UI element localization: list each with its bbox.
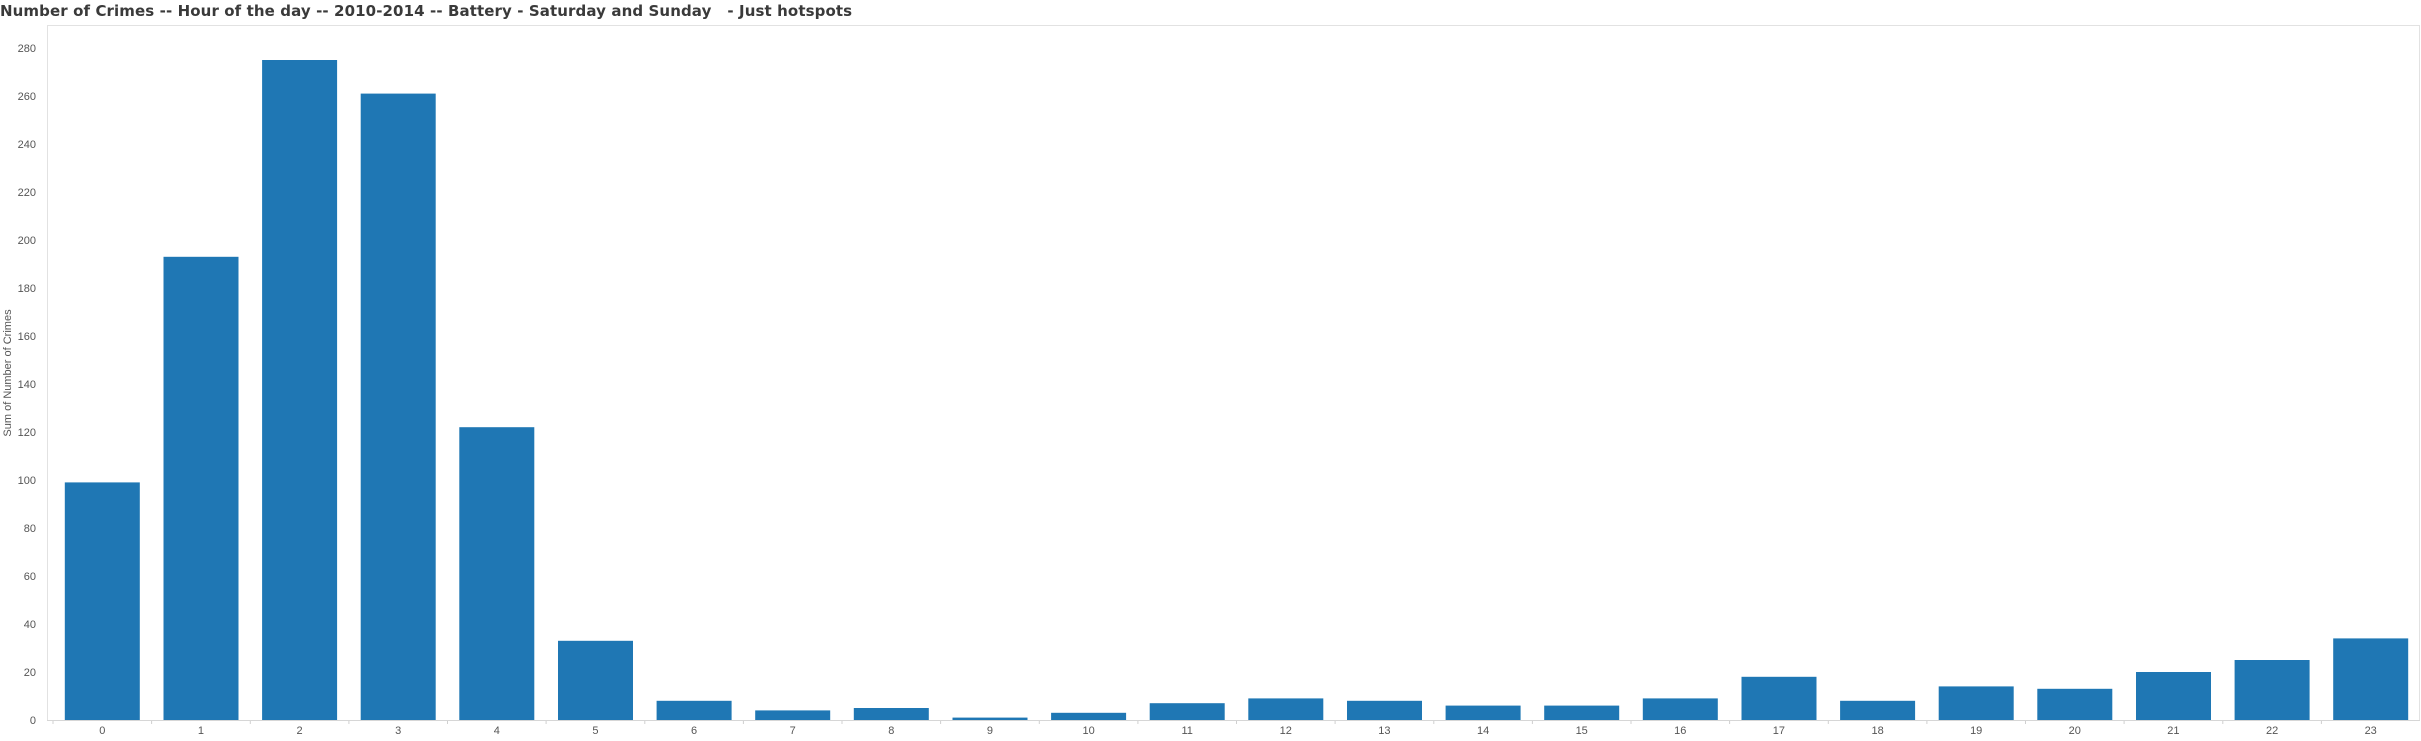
y-tick-label: 0 bbox=[30, 715, 36, 727]
y-tick-label: 220 bbox=[18, 187, 36, 199]
y-tick-label: 280 bbox=[18, 43, 36, 55]
x-tick-label: 18 bbox=[1871, 725, 1883, 737]
x-tick-label: 21 bbox=[2167, 725, 2179, 737]
x-tick-label: 4 bbox=[494, 725, 500, 737]
bar-hour-13[interactable] bbox=[1347, 700, 1422, 720]
y-tick-label: 260 bbox=[18, 91, 36, 103]
x-tick-label: 6 bbox=[691, 725, 697, 737]
bar-hour-1[interactable] bbox=[163, 256, 239, 720]
x-tick-label: 20 bbox=[2069, 725, 2081, 737]
x-tick-label: 3 bbox=[395, 725, 401, 737]
x-tick-label: 19 bbox=[1970, 725, 1982, 737]
bar-hour-10[interactable] bbox=[1051, 712, 1127, 720]
x-tick-label: 7 bbox=[790, 725, 796, 737]
y-tick-label: 180 bbox=[18, 283, 36, 295]
y-tick-label: 60 bbox=[24, 571, 36, 583]
x-tick-label: 1 bbox=[198, 725, 204, 737]
x-tick-label: 10 bbox=[1082, 725, 1094, 737]
chart-title: Number of Crimes -- Hour of the day -- 2… bbox=[0, 2, 853, 20]
x-tick-label: 0 bbox=[99, 725, 105, 737]
x-tick-label: 23 bbox=[2365, 725, 2377, 737]
bar-hour-22[interactable] bbox=[2234, 660, 2310, 720]
x-tick-label: 11 bbox=[1181, 725, 1192, 737]
x-tick-label: 12 bbox=[1280, 725, 1292, 737]
bar-hour-6[interactable] bbox=[656, 700, 732, 720]
x-tick-label: 8 bbox=[888, 725, 894, 737]
x-tick-label: 13 bbox=[1378, 725, 1390, 737]
bar-hour-23[interactable] bbox=[2333, 638, 2409, 720]
y-tick-label: 100 bbox=[18, 475, 36, 487]
bar-hour-15[interactable] bbox=[1544, 705, 1620, 720]
y-tick-label: 200 bbox=[18, 235, 36, 247]
y-tick-label: 160 bbox=[18, 331, 36, 343]
bar-hour-16[interactable] bbox=[1642, 698, 1718, 720]
bar-hour-9[interactable] bbox=[952, 717, 1028, 720]
bar-hour-20[interactable] bbox=[2037, 688, 2113, 720]
bar-hour-11[interactable] bbox=[1149, 703, 1225, 720]
y-tick-label: 120 bbox=[18, 427, 36, 439]
x-tick-label: 14 bbox=[1477, 725, 1489, 737]
y-tick-label: 20 bbox=[24, 667, 36, 679]
y-tick-label: 40 bbox=[24, 619, 36, 631]
x-tick-label: 2 bbox=[297, 725, 303, 737]
y-tick-label: 80 bbox=[24, 523, 36, 535]
x-tick-label: 16 bbox=[1674, 725, 1686, 737]
bar-hour-3[interactable] bbox=[360, 93, 436, 721]
bar-hour-19[interactable] bbox=[1938, 686, 2014, 720]
bar-hour-4[interactable] bbox=[459, 427, 535, 720]
bar-hour-8[interactable] bbox=[853, 708, 929, 720]
bar-hour-2[interactable] bbox=[262, 60, 338, 720]
bar-hour-0[interactable] bbox=[64, 482, 140, 720]
bar-hour-12[interactable] bbox=[1248, 698, 1324, 720]
x-tick-label: 9 bbox=[987, 725, 993, 737]
y-tick-label: 140 bbox=[18, 379, 36, 391]
bar-hour-7[interactable] bbox=[755, 710, 831, 720]
x-tick-label: 5 bbox=[592, 725, 598, 737]
x-tick-label: 22 bbox=[2266, 725, 2278, 737]
x-tick-label: 15 bbox=[1576, 725, 1588, 737]
bar-hour-14[interactable] bbox=[1445, 705, 1521, 720]
x-tick-label: 17 bbox=[1773, 725, 1785, 737]
bar-hour-17[interactable] bbox=[1741, 676, 1817, 720]
y-tick-label: 240 bbox=[18, 139, 36, 151]
bar-hour-21[interactable] bbox=[2136, 672, 2211, 720]
bar-hour-5[interactable] bbox=[558, 640, 633, 720]
bar-hour-18[interactable] bbox=[1840, 700, 1916, 720]
